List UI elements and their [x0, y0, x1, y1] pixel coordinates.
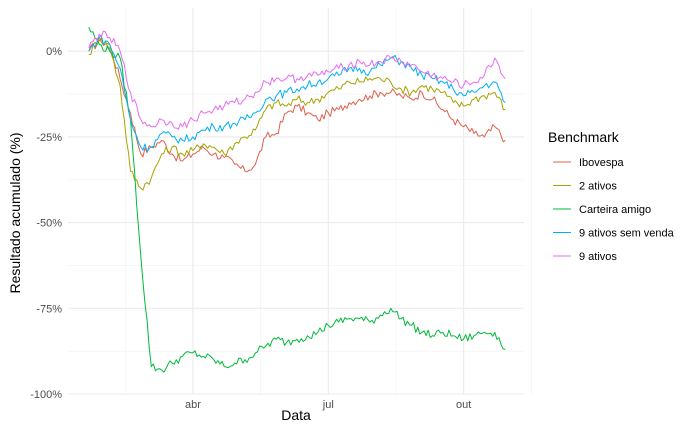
y-tick-label: -75% — [36, 303, 62, 315]
series-lines — [88, 26, 506, 373]
legend-label: 2 ativos — [579, 181, 617, 193]
y-tick-label: -50% — [36, 218, 62, 230]
y-axis-title: Resultado acumulado (%) — [7, 132, 23, 293]
legend-label: Ibovespa — [579, 157, 625, 169]
x-tick-label: abr — [185, 399, 201, 411]
legend-label: 9 ativos — [579, 251, 617, 263]
x-axis-title: Data — [281, 407, 311, 423]
series-line-carteira-amigo — [88, 26, 506, 373]
series-line-ibovespa — [88, 37, 506, 173]
series-line-9-ativos — [88, 30, 506, 130]
y-tick-label: 0% — [46, 46, 62, 58]
x-tick-label: jul — [322, 399, 334, 411]
legend: Benchmark Ibovespa 2 ativos Carteira amigo… — [548, 129, 675, 263]
major-gridlines — [68, 8, 524, 395]
x-tick-labels: abr jul out — [185, 399, 471, 411]
y-tick-labels: 0% -25% -50% -75% -100% — [30, 46, 62, 401]
legend-title: Benchmark — [548, 129, 620, 145]
legend-label: 9 ativos sem venda — [579, 228, 675, 240]
legend-label: Carteira amigo — [579, 204, 651, 216]
x-tick-label: out — [456, 399, 471, 411]
y-tick-label: -100% — [30, 389, 62, 401]
series-line-2-ativos — [88, 37, 506, 191]
y-tick-label: -25% — [36, 132, 62, 144]
